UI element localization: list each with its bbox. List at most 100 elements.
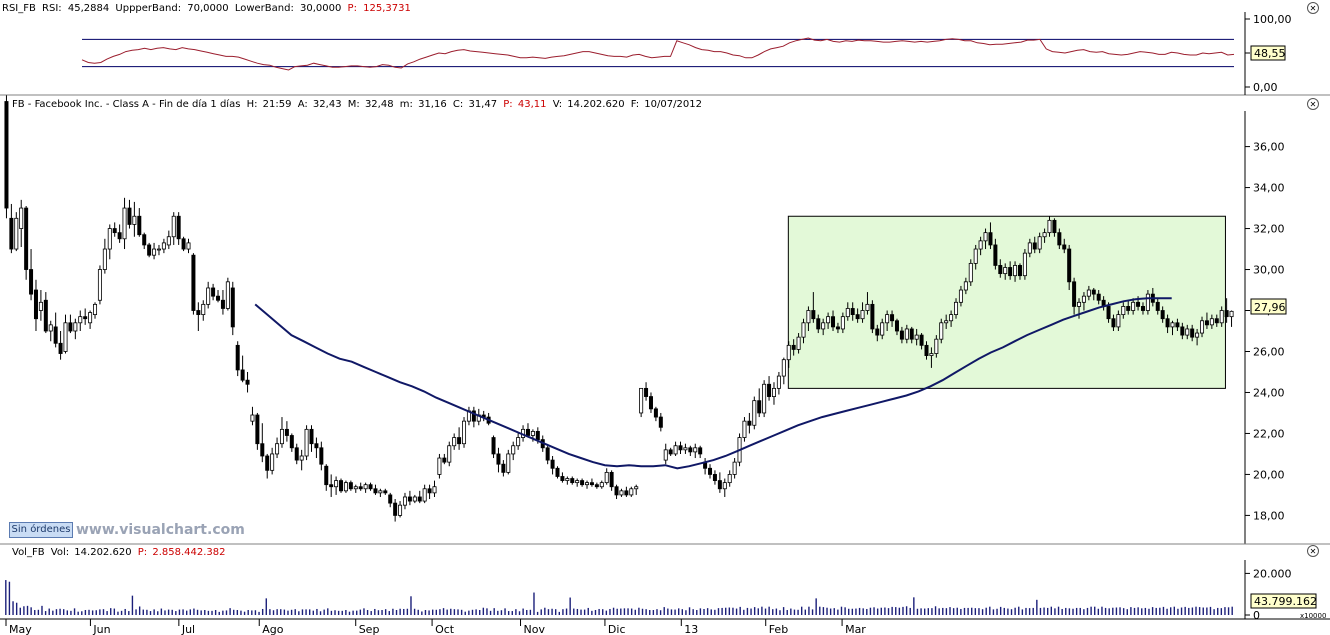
candle (949, 310, 954, 327)
close-icon: ✕ (1310, 4, 1317, 13)
candle (771, 382, 776, 405)
candle (850, 302, 855, 321)
candle (97, 265, 102, 305)
candle (319, 441, 324, 471)
candle (1096, 290, 1101, 305)
price-close-button[interactable]: ✕ (1307, 98, 1319, 110)
volume-close-button[interactable]: ✕ (1307, 545, 1319, 557)
candle (899, 326, 904, 344)
candle (48, 320, 53, 342)
candle (481, 410, 486, 422)
candle (767, 376, 772, 401)
candle (324, 464, 329, 491)
candle (840, 312, 845, 334)
candle (939, 318, 944, 344)
candle (235, 341, 240, 377)
candle (181, 236, 186, 252)
candle (122, 197, 127, 250)
candle (171, 212, 176, 245)
candle (142, 232, 147, 250)
candle (353, 484, 358, 493)
volume-panel: Vol_FB Vol: 14.202.620 P: 2.858.442.382 … (5, 545, 1326, 622)
candle (624, 486, 629, 497)
svg-text:43.799.162: 43.799.162 (1254, 595, 1317, 608)
candle (442, 453, 447, 465)
candle (983, 228, 988, 250)
month-label: 13 (684, 623, 698, 635)
candle (870, 300, 875, 334)
candle (107, 224, 112, 260)
candle (191, 253, 196, 315)
range-box (787, 215, 1226, 389)
candle (781, 357, 786, 385)
candle (19, 199, 24, 247)
candle (998, 259, 1003, 278)
rsi-line (81, 37, 1235, 71)
candle (388, 492, 393, 508)
price-tick-label: 32,00 (1253, 223, 1285, 236)
candle (432, 480, 437, 497)
candle (334, 476, 339, 495)
candle (1057, 228, 1062, 250)
candle (1175, 318, 1180, 331)
candle (629, 486, 634, 497)
month-label: Jul (181, 623, 195, 635)
candle (801, 318, 806, 344)
candle (747, 412, 752, 434)
candle (722, 478, 727, 497)
candle (393, 499, 398, 522)
candle (860, 302, 865, 323)
candle (545, 445, 550, 465)
candle (890, 310, 895, 327)
month-label: Jun (92, 623, 110, 635)
candle (447, 441, 452, 467)
candle (501, 460, 506, 477)
volume-tick-label: 20.000 (1253, 567, 1292, 580)
candle (1185, 324, 1190, 340)
month-label: May (9, 623, 32, 635)
price-tick-label: 30,00 (1253, 264, 1285, 277)
candle (284, 421, 289, 442)
candle (127, 199, 132, 229)
candle (698, 445, 703, 459)
candle (1224, 298, 1229, 323)
candle (1091, 287, 1096, 301)
candle (156, 244, 161, 256)
candle (1229, 310, 1234, 327)
candle (166, 230, 171, 250)
month-label: Feb (769, 623, 788, 635)
candle (462, 417, 467, 448)
candle (1067, 244, 1072, 291)
candle (511, 441, 516, 461)
candle (68, 314, 73, 334)
candle (634, 484, 639, 495)
candle (639, 387, 644, 418)
candle (791, 339, 796, 356)
no-orders-button[interactable]: Sin órdenes (9, 522, 73, 538)
rsi-close-button[interactable]: ✕ (1307, 2, 1319, 14)
candle (604, 468, 609, 485)
candle (968, 259, 973, 286)
watermark: www.visualchart.com (76, 522, 245, 538)
month-label: Ago (262, 623, 284, 635)
candle (363, 482, 368, 493)
candle (1200, 316, 1205, 338)
candle (314, 437, 319, 459)
candle (1170, 320, 1175, 336)
candle (24, 206, 29, 280)
candle (550, 455, 555, 475)
candle (255, 412, 260, 450)
candle (83, 308, 88, 325)
rsi-tick-label: 0,00 (1253, 81, 1278, 94)
candle (934, 335, 939, 358)
candle (653, 406, 658, 422)
candle (708, 464, 713, 479)
rsi-tick-label: 100,00 (1253, 13, 1292, 26)
candles (4, 95, 1234, 522)
candle (378, 488, 383, 497)
candle (33, 279, 38, 331)
candle (422, 484, 427, 504)
price-tick-label: 36,00 (1253, 141, 1285, 154)
